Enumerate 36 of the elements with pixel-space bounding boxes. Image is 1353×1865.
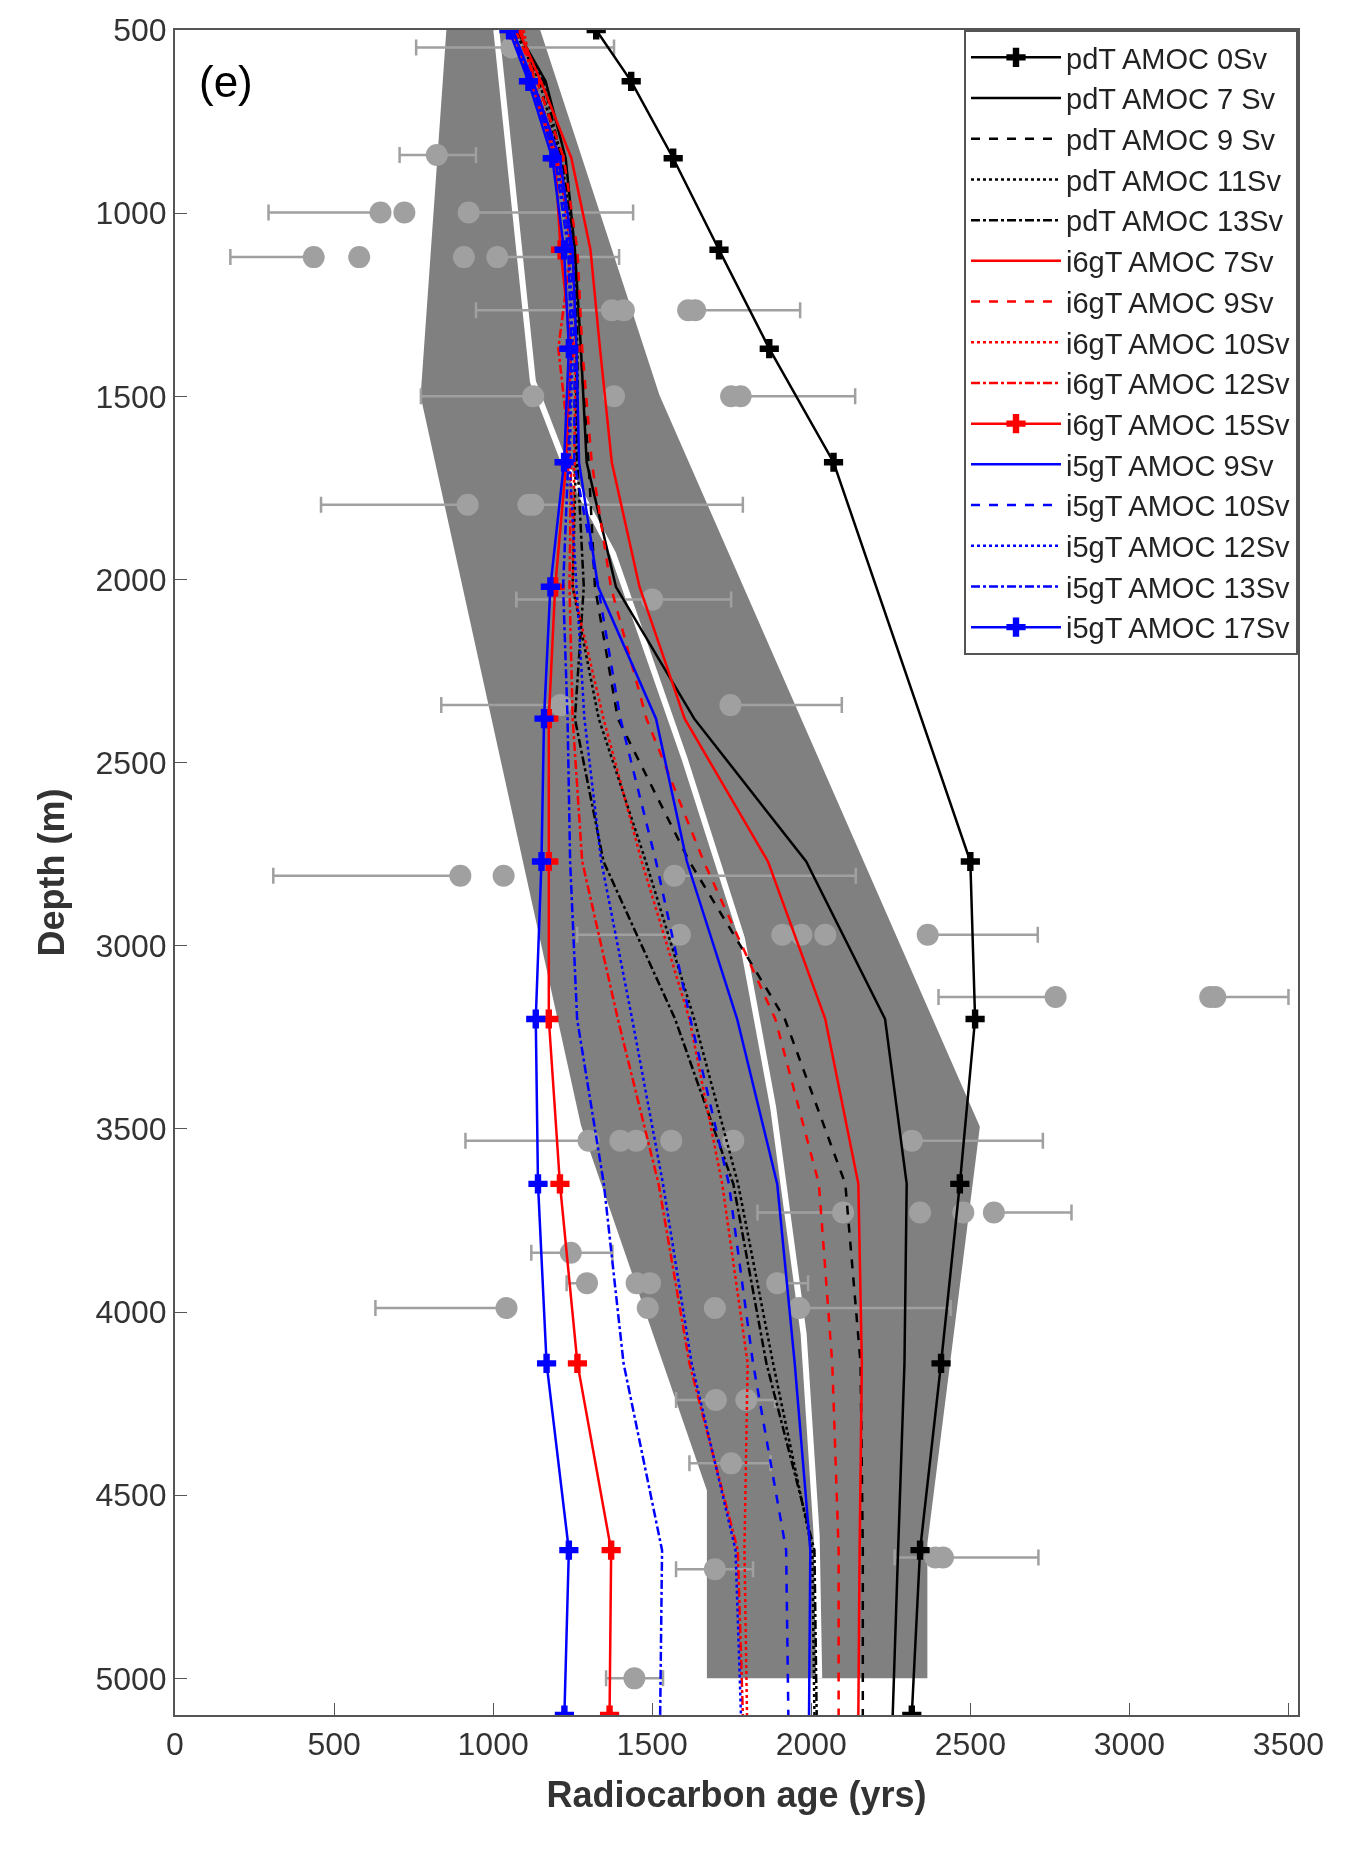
x-axis-title: Radiocarbon age (yrs) — [546, 1773, 927, 1815]
legend-label: i5gT AMOC 9Sv — [1066, 449, 1274, 482]
legend-label: pdT AMOC 9 Sv — [1066, 124, 1276, 157]
legend-label: i5gT AMOC 10Sv — [1066, 490, 1290, 523]
y-axis-title: Depth (m) — [30, 788, 72, 957]
y-tick-label: 2500 — [95, 744, 167, 781]
x-tick-label: 1000 — [457, 1726, 529, 1763]
legend-label: pdT AMOC 7 Sv — [1066, 83, 1276, 116]
x-tick-label: 2500 — [934, 1726, 1006, 1763]
y-tick-label: 4000 — [95, 1294, 167, 1331]
legend-label: i6gT AMOC 7Sv — [1066, 246, 1274, 279]
y-tick-label: 3500 — [95, 1111, 167, 1148]
y-tick-label: 1000 — [95, 195, 167, 232]
legend-label: i5gT AMOC 13Sv — [1066, 571, 1290, 604]
legend-label: pdT AMOC 13Sv — [1066, 205, 1284, 238]
y-tick-label: 2000 — [95, 561, 167, 598]
legend-label: i6gT AMOC 9Sv — [1066, 286, 1274, 319]
legend-label: i5gT AMOC 17Sv — [1066, 612, 1290, 645]
y-tick-label: 500 — [113, 12, 167, 49]
legend-label: i5gT AMOC 12Sv — [1066, 531, 1290, 564]
x-tick-label: 3500 — [1252, 1726, 1325, 1763]
annotation: (e) — [199, 57, 253, 106]
x-tick-label: 500 — [307, 1726, 361, 1763]
legend-label: i6gT AMOC 12Sv — [1066, 368, 1290, 401]
legend-label: i6gT AMOC 15Sv — [1066, 408, 1290, 441]
x-tick-label: 2000 — [775, 1726, 847, 1763]
legend-label: i6gT AMOC 10Sv — [1066, 327, 1290, 360]
legend-label: pdT AMOC 0Sv — [1066, 42, 1268, 75]
x-tick-label: 3000 — [1093, 1726, 1165, 1763]
x-tick-label: 0 — [166, 1726, 184, 1763]
y-tick-label: 4500 — [95, 1477, 167, 1514]
y-tick-label: 5000 — [95, 1660, 167, 1697]
x-tick-label: 1500 — [616, 1726, 688, 1763]
y-tick-label: 1500 — [95, 378, 167, 415]
legend-label: pdT AMOC 11Sv — [1066, 164, 1282, 197]
y-tick-label: 3000 — [95, 927, 167, 964]
